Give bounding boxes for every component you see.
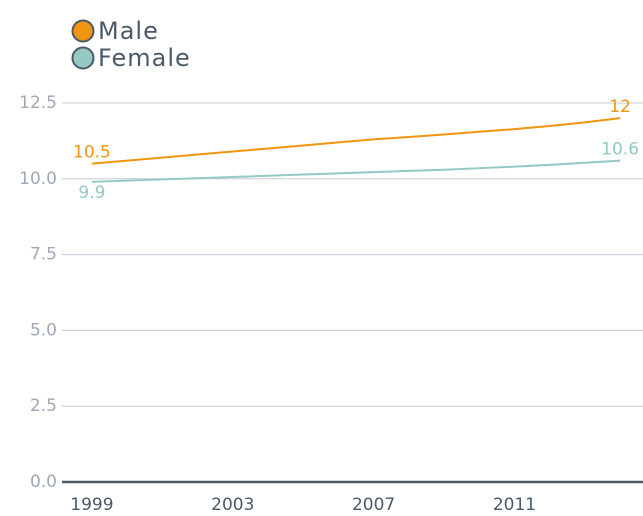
line [91, 117, 621, 165]
data-label: 10.5 [73, 143, 111, 163]
y-tick-label: 12.5 [19, 93, 57, 113]
y-tick-label: 2.5 [30, 396, 57, 416]
y-tick-label: 7.5 [30, 245, 57, 265]
line [91, 159, 621, 183]
x-tick-label: 2003 [211, 495, 254, 515]
data-label: 10.6 [601, 140, 639, 160]
legend-marker [71, 19, 95, 43]
x-tick-label: 1999 [70, 495, 113, 515]
data-label: 9.9 [78, 183, 105, 203]
x-tick-label: 2007 [352, 495, 395, 515]
x-tick-label: 2011 [493, 495, 536, 515]
legend-marker [71, 46, 95, 70]
y-tick-label: 5.0 [30, 320, 57, 340]
data-label: 12 [609, 97, 631, 117]
y-tick-label: 0.0 [30, 472, 57, 492]
legend-label: Female [98, 44, 191, 72]
y-tick-label: 10.0 [19, 169, 57, 189]
legend-label: Male [98, 17, 159, 45]
